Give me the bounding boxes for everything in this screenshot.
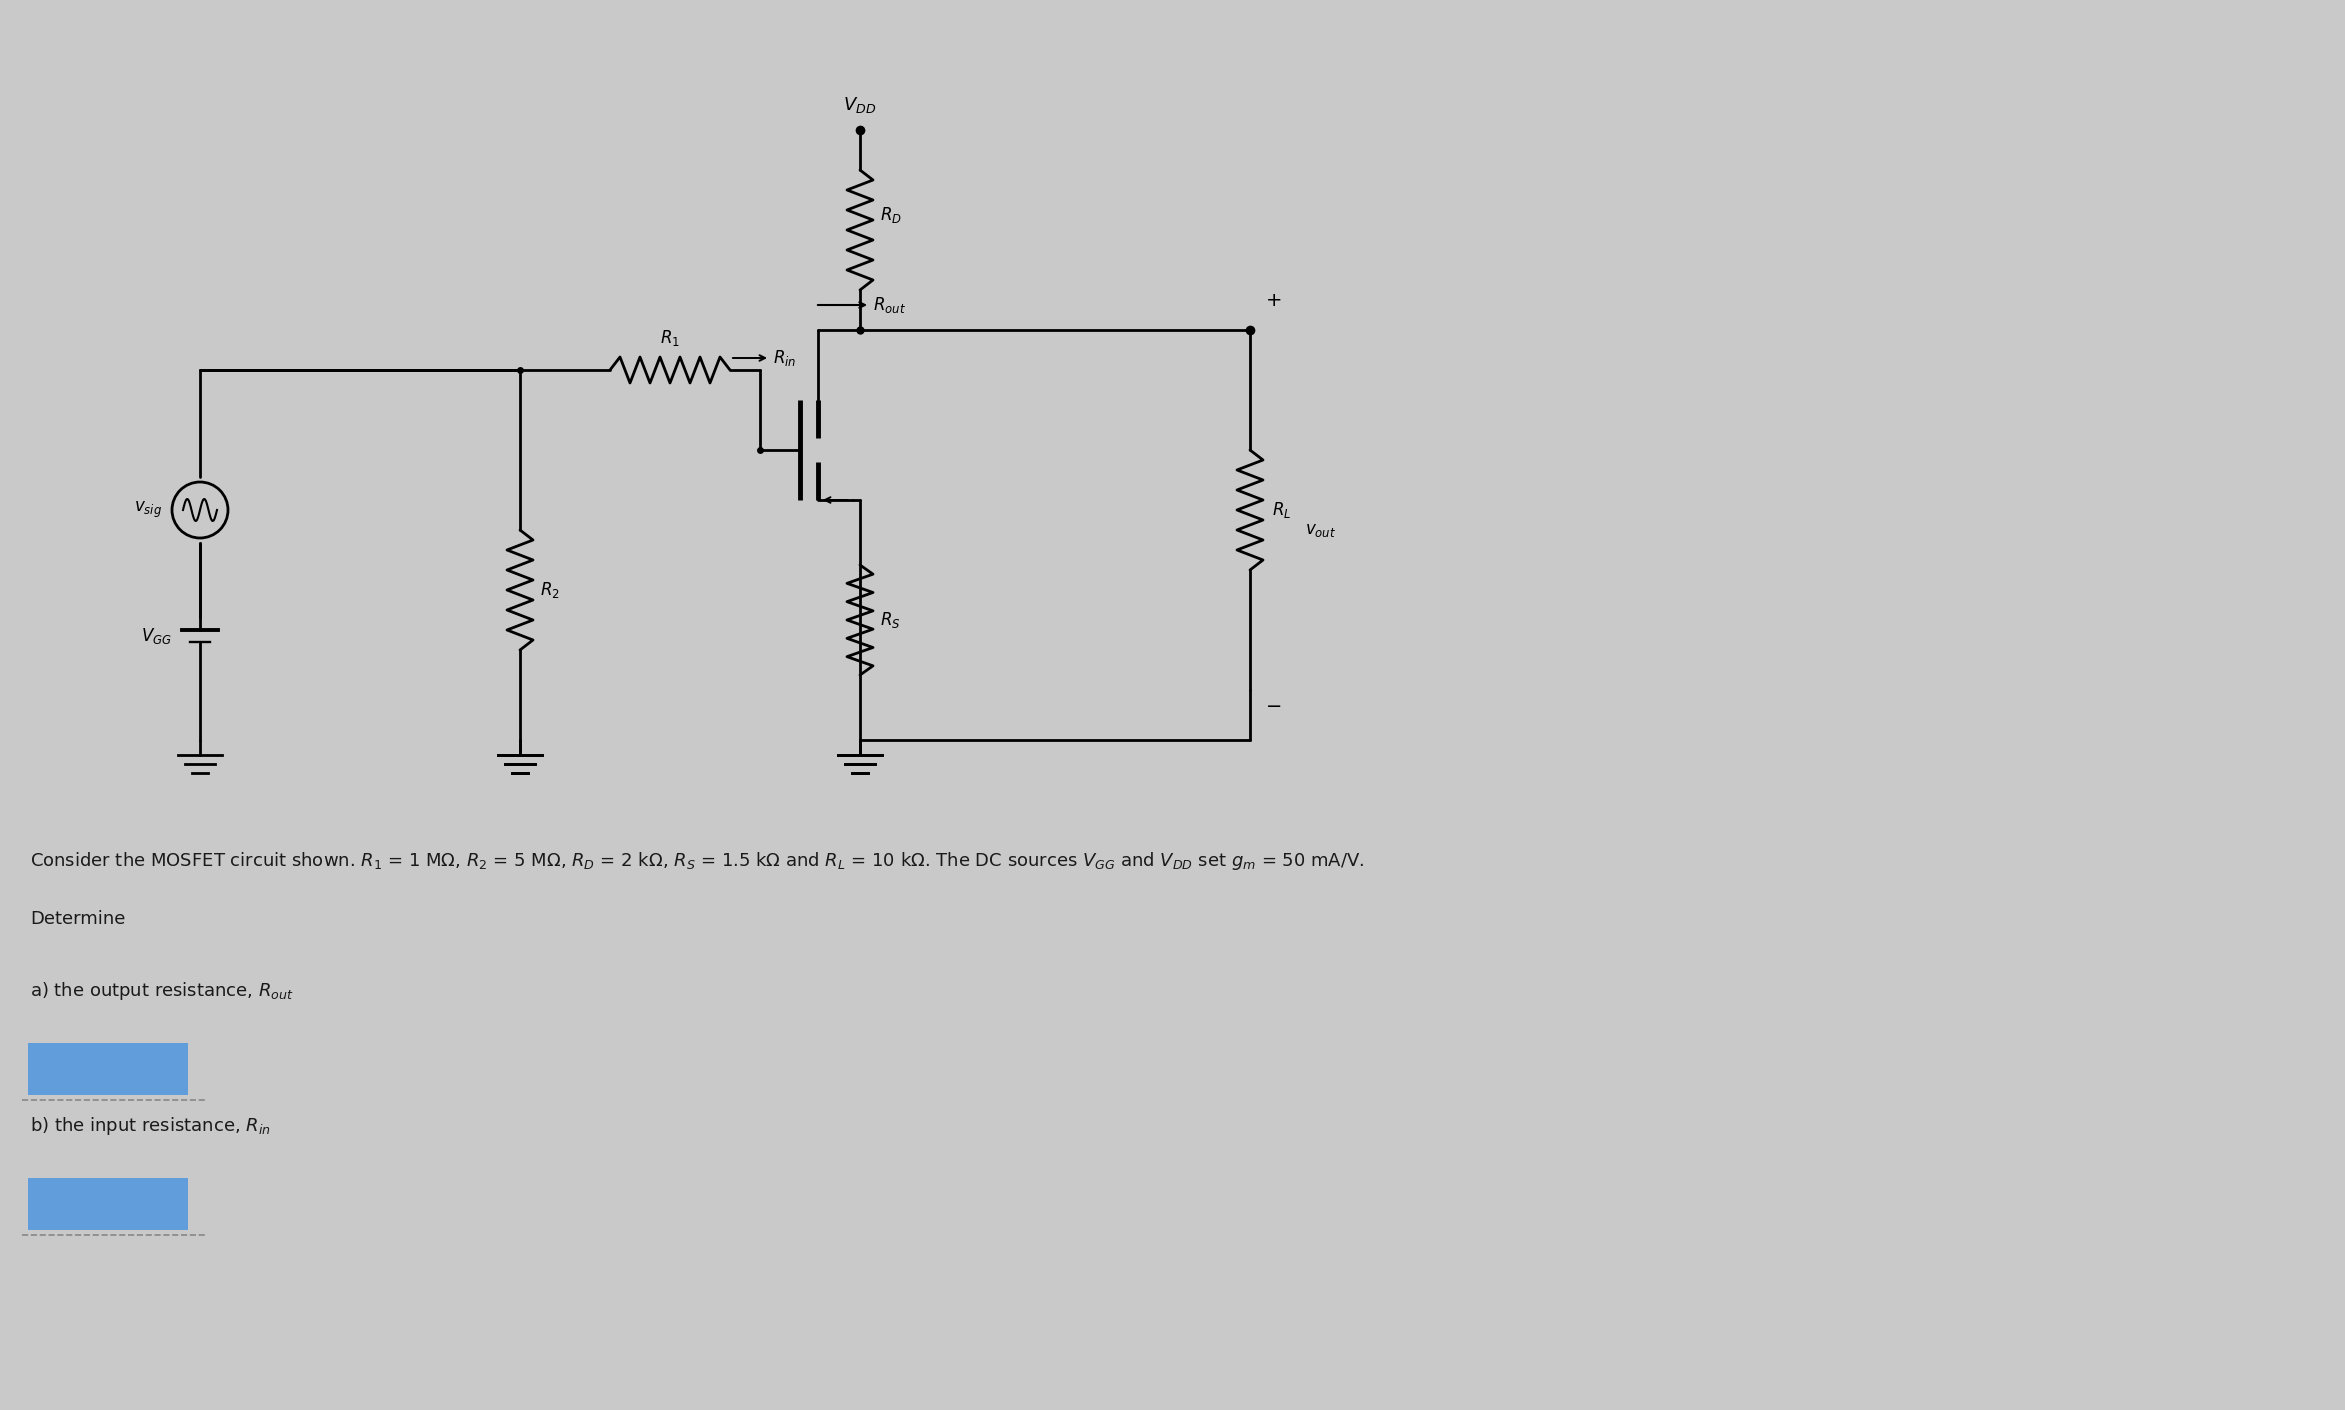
Text: $V_{DD}$: $V_{DD}$ xyxy=(844,94,877,116)
Text: $R_2$: $R_2$ xyxy=(539,580,560,601)
Text: $-$: $-$ xyxy=(1264,695,1280,713)
Text: Consider the MOSFET circuit shown. $R_1$ = 1 M$\Omega$, $R_2$ = 5 M$\Omega$, $R_: Consider the MOSFET circuit shown. $R_1$… xyxy=(30,850,1365,871)
FancyBboxPatch shape xyxy=(28,1043,188,1096)
Text: a) the output resistance, $R_{out}$: a) the output resistance, $R_{out}$ xyxy=(30,980,293,1003)
Text: $v_{sig}$: $v_{sig}$ xyxy=(134,501,162,520)
FancyBboxPatch shape xyxy=(28,1177,188,1230)
Text: $R_1$: $R_1$ xyxy=(659,329,680,348)
Text: Determine: Determine xyxy=(30,909,124,928)
Text: $R_{in}$: $R_{in}$ xyxy=(774,348,797,368)
Text: $R_D$: $R_D$ xyxy=(879,204,903,226)
Text: b) the input resistance, $R_{in}$: b) the input resistance, $R_{in}$ xyxy=(30,1115,270,1136)
Text: $+$: $+$ xyxy=(1264,290,1280,310)
Text: $R_L$: $R_L$ xyxy=(1271,501,1292,520)
Text: $R_{out}$: $R_{out}$ xyxy=(872,295,905,314)
Text: $v_{out}$: $v_{out}$ xyxy=(1306,522,1337,539)
Text: $V_{GG}$: $V_{GG}$ xyxy=(141,626,171,646)
Text: $R_S$: $R_S$ xyxy=(879,611,900,630)
